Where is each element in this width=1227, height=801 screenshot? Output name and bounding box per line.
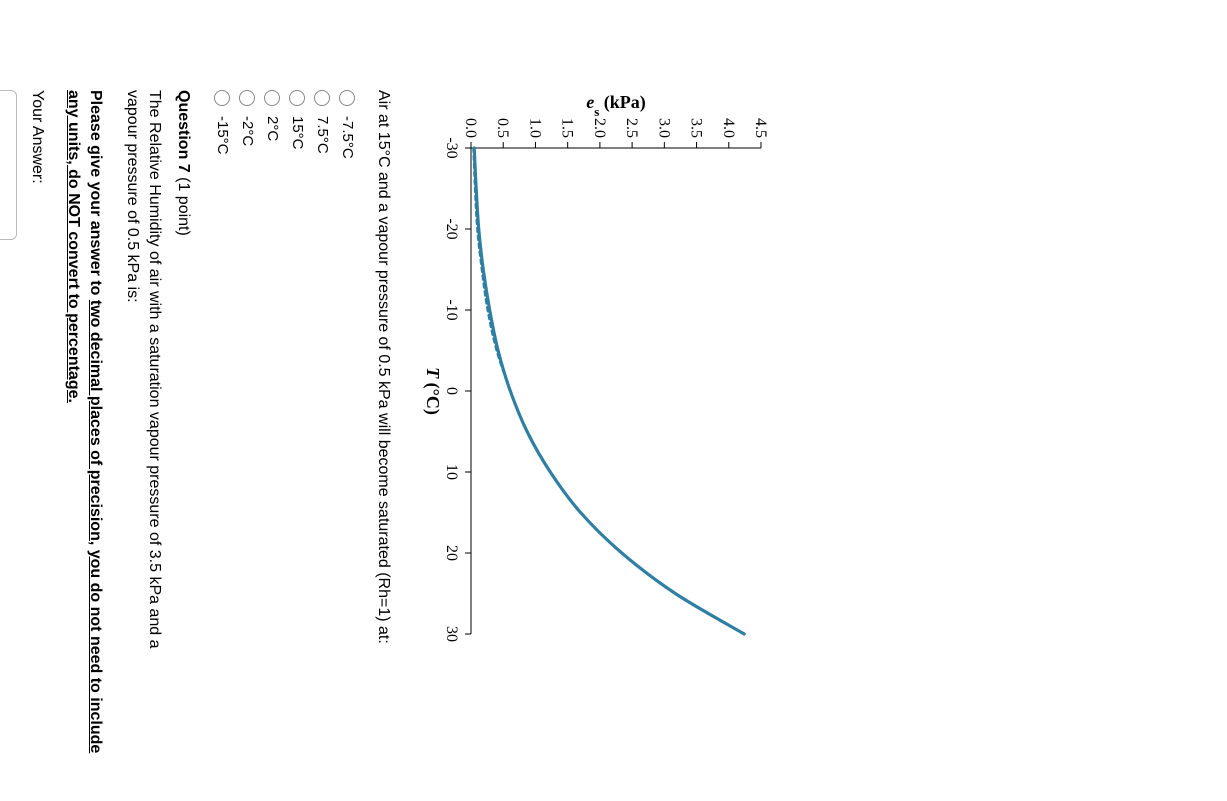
- svg-text:-30: -30: [443, 137, 460, 158]
- svg-text:4.0: 4.0: [720, 118, 737, 138]
- svg-text:2.5: 2.5: [623, 118, 640, 138]
- radio-icon: [314, 90, 330, 106]
- your-answer-label: Your Answer:: [25, 90, 47, 761]
- option-label: 15°C: [287, 116, 308, 150]
- q6-option[interactable]: 7.5°C: [312, 90, 333, 761]
- svg-text:30: 30: [443, 626, 460, 642]
- svg-text:1.5: 1.5: [559, 118, 576, 138]
- svg-text:T (°C): T (°C): [422, 367, 443, 415]
- svg-text:4.5: 4.5: [752, 118, 769, 138]
- chart-svg: 0.0 0.5 1.0 1.5 2.0 2.5 3.0 3.5 4.0 4.5 -30 -20 -10 0…: [421, 90, 771, 650]
- q7-instructions: Please give your answer to two decimal p…: [62, 90, 107, 761]
- svg-text:3.0: 3.0: [655, 118, 672, 138]
- q6-option[interactable]: 2°C: [262, 90, 283, 761]
- svg-text:10: 10: [443, 464, 460, 480]
- option-label: 2°C: [262, 116, 283, 141]
- instr-ul1: two decimal places of precision: [87, 300, 104, 541]
- radio-icon: [289, 90, 305, 106]
- svg-text:0.0: 0.0: [462, 118, 479, 138]
- instr-lead: Please give your answer to: [87, 90, 104, 300]
- answer-input[interactable]: [0, 90, 17, 240]
- svg-text:-20: -20: [443, 218, 460, 239]
- svg-text:-10: -10: [443, 299, 460, 320]
- es-vs-t-chart: 0.0 0.5 1.0 1.5 2.0 2.5 3.0 3.5 4.0 4.5 -30 -20 -10 0…: [414, 90, 771, 650]
- option-label: -15°C: [212, 116, 233, 155]
- q6-options: -7.5°C7.5°C15°C2°C-2°C-15°C: [212, 90, 358, 761]
- svg-text:es (kPa): es (kPa): [586, 92, 646, 119]
- q7-line2: vapour pressure of 0.5 kPa is:: [120, 90, 142, 761]
- svg-text:3.5: 3.5: [688, 118, 705, 138]
- svg-text:20: 20: [443, 545, 460, 561]
- option-label: -2°C: [237, 116, 258, 146]
- q7-heading-points: (1 point): [175, 173, 192, 236]
- option-label: -7.5°C: [337, 116, 358, 159]
- option-label: 7.5°C: [312, 116, 333, 154]
- svg-text:2.0: 2.0: [591, 118, 608, 138]
- q7-heading-bold: Question 7: [175, 90, 192, 173]
- q6-option[interactable]: -2°C: [237, 90, 258, 761]
- svg-text:1.0: 1.0: [526, 118, 543, 138]
- radio-icon: [239, 90, 255, 106]
- page-content: 0.0 0.5 1.0 1.5 2.0 2.5 3.0 3.5 4.0 4.5 -30 -20 -10 0…: [0, 0, 801, 801]
- radio-icon: [339, 90, 355, 106]
- radio-icon: [214, 90, 230, 106]
- instr-mid: ,: [87, 541, 104, 550]
- radio-icon: [264, 90, 280, 106]
- q6-prompt: Air at 15°C and a vapour pressure of 0.5…: [372, 90, 394, 761]
- q6-option[interactable]: -7.5°C: [337, 90, 358, 761]
- q7-heading: Question 7 (1 point): [171, 90, 193, 761]
- q6-option[interactable]: -15°C: [212, 90, 233, 761]
- q6-option[interactable]: 15°C: [287, 90, 308, 761]
- svg-text:0.5: 0.5: [494, 118, 511, 138]
- q7-line1: The Relative Humidity of air with a satu…: [143, 90, 165, 761]
- svg-text:0: 0: [443, 387, 460, 395]
